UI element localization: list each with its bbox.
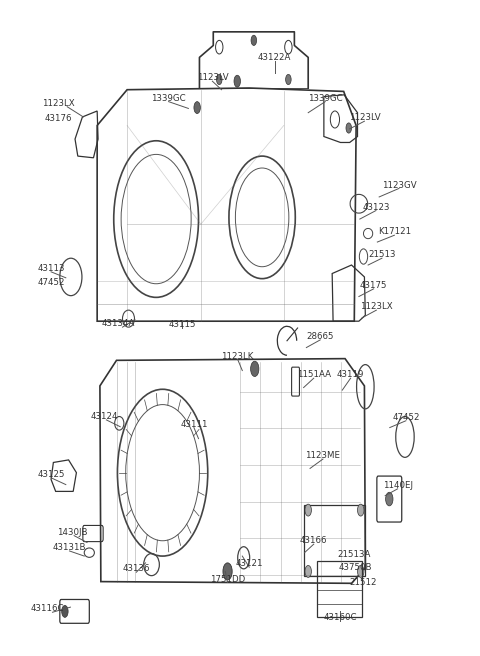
Circle shape: [251, 35, 257, 45]
Text: 43119: 43119: [337, 370, 364, 379]
Circle shape: [346, 123, 351, 133]
Text: 43160C: 43160C: [324, 613, 357, 622]
Circle shape: [286, 74, 291, 85]
Circle shape: [194, 102, 200, 113]
Text: 28665: 28665: [306, 332, 334, 341]
Text: 43136: 43136: [122, 564, 150, 573]
Text: 1123ME: 1123ME: [305, 451, 340, 460]
Circle shape: [234, 75, 240, 87]
Text: 1123LV: 1123LV: [348, 113, 380, 122]
Text: 1151AA: 1151AA: [297, 370, 331, 379]
Text: 43116C: 43116C: [31, 604, 64, 613]
Text: 43111: 43111: [180, 420, 208, 428]
Text: 1123LX: 1123LX: [360, 302, 393, 311]
Text: 1123LK: 1123LK: [221, 352, 254, 361]
Text: 1751DD: 1751DD: [210, 575, 245, 584]
Text: 21512: 21512: [350, 578, 377, 587]
Text: 43175: 43175: [360, 281, 387, 290]
Text: 1339GC: 1339GC: [151, 94, 186, 103]
Circle shape: [223, 563, 232, 580]
Text: 1123LV: 1123LV: [196, 73, 228, 82]
Text: 21513: 21513: [368, 251, 396, 259]
Text: 21513A: 21513A: [337, 550, 371, 559]
Circle shape: [216, 74, 222, 85]
Text: 43122A: 43122A: [258, 53, 291, 62]
Text: 1123GV: 1123GV: [382, 180, 416, 190]
Circle shape: [385, 492, 393, 506]
Circle shape: [358, 504, 364, 516]
Circle shape: [305, 504, 312, 516]
Text: 1339GC: 1339GC: [308, 94, 343, 103]
Text: 43176: 43176: [44, 114, 72, 123]
Text: 43115: 43115: [168, 320, 196, 329]
Text: K17121: K17121: [378, 228, 411, 236]
Text: 43134A: 43134A: [101, 319, 134, 328]
Text: 43125: 43125: [37, 470, 65, 479]
Text: 43131B: 43131B: [53, 543, 86, 552]
Text: 43113: 43113: [37, 264, 65, 273]
Text: 43166: 43166: [300, 536, 327, 545]
Circle shape: [358, 565, 364, 577]
Text: 43750B: 43750B: [338, 564, 372, 573]
Text: 43124: 43124: [90, 412, 118, 421]
Text: 47452: 47452: [392, 413, 420, 422]
Text: 1123LX: 1123LX: [42, 99, 74, 108]
Text: 47452: 47452: [37, 278, 65, 287]
Text: 1430JB: 1430JB: [57, 527, 87, 537]
Circle shape: [251, 361, 259, 377]
Circle shape: [61, 605, 68, 617]
Circle shape: [305, 565, 312, 577]
Text: 43123: 43123: [362, 203, 390, 212]
Text: 1140EJ: 1140EJ: [383, 481, 413, 490]
Text: 43121: 43121: [236, 559, 263, 568]
